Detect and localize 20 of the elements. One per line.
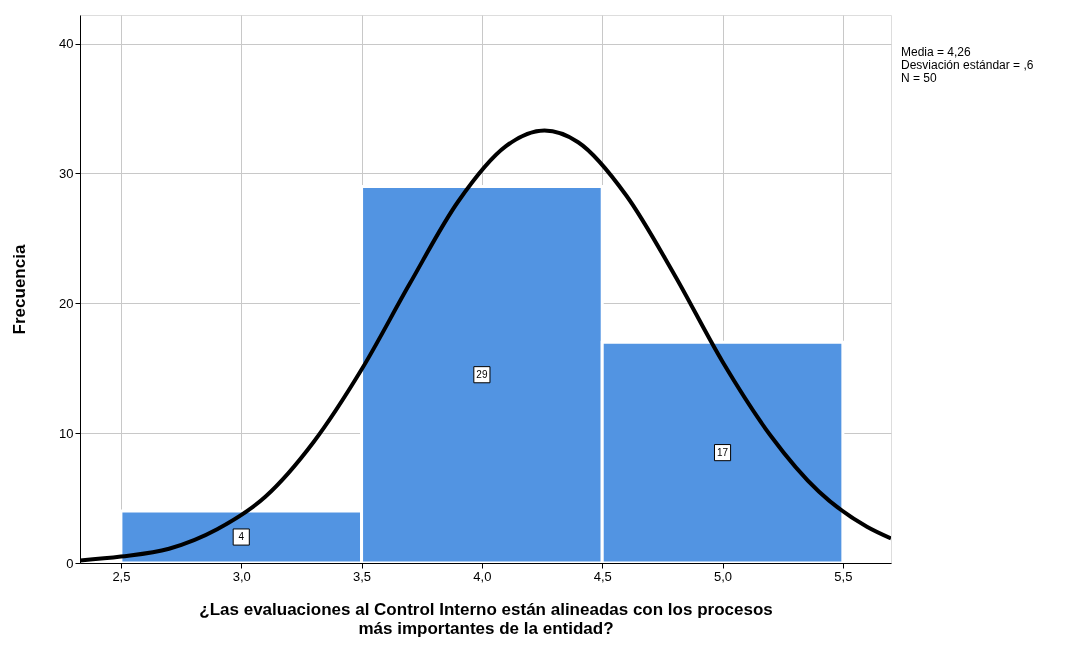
y-tick-label: 40 [59, 36, 74, 52]
y-tick-label: 10 [59, 425, 74, 441]
y-tick-label: 30 [59, 165, 74, 181]
x-tick-label: 5,5 [834, 568, 853, 584]
text: Media = 4,26 [901, 45, 972, 59]
text: Desviación estándar = ,6 [901, 58, 1034, 72]
x-tick-label: 3,0 [232, 568, 251, 584]
x-tick-label: 4,5 [593, 568, 612, 584]
data-label: 4 [238, 531, 245, 543]
x-tick-label: 3,5 [353, 568, 372, 584]
y-tick-label: 0 [66, 555, 74, 571]
x-tick-label: 2,5 [112, 568, 131, 584]
y-axis-title: Frecuencia [10, 244, 30, 335]
data-label: 17 [716, 446, 729, 458]
x-tick-label: 4,0 [473, 568, 492, 584]
text: N = 50 [901, 71, 938, 85]
x-axis-title: ¿Las evaluaciones al Control Interno están alineadas con los procesos más importantes de la entidad? [199, 599, 773, 638]
y-tick-label: 20 [59, 295, 74, 311]
data-label: 29 [476, 368, 488, 380]
x-tick-label: 5,0 [714, 568, 733, 584]
